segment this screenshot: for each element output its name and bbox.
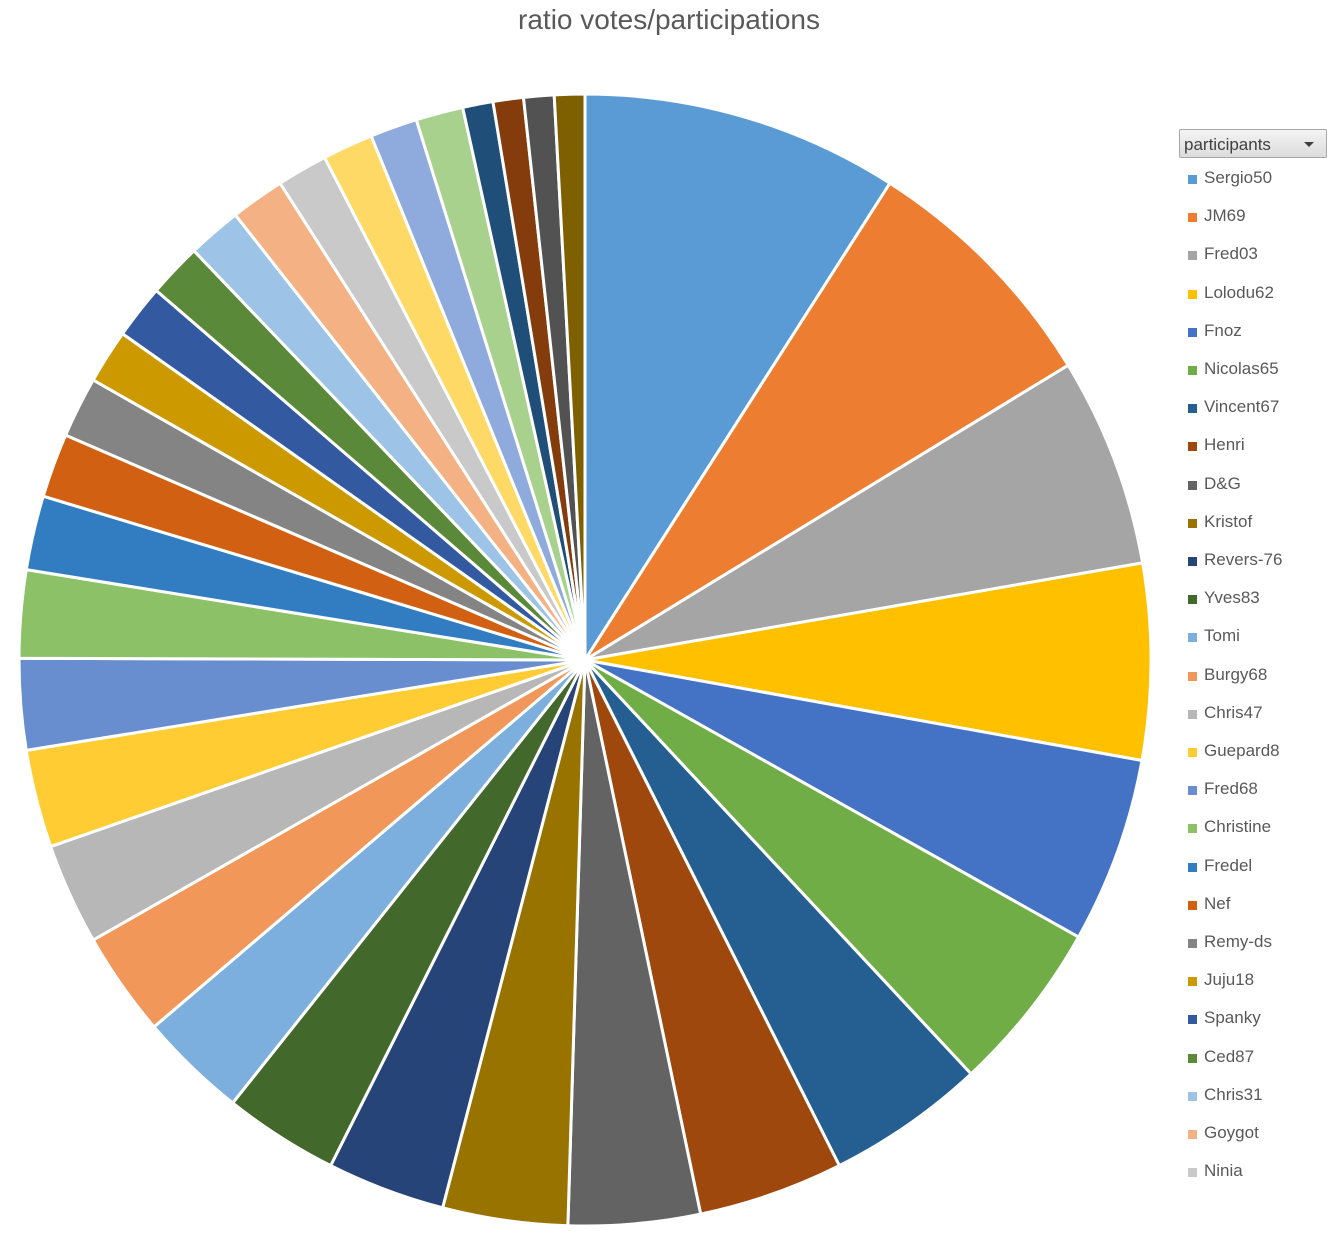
legend-item: Burgy68 bbox=[1188, 657, 1328, 695]
legend-item: Henri bbox=[1188, 427, 1328, 465]
legend-swatch bbox=[1188, 175, 1197, 184]
legend-item: Nicolas65 bbox=[1188, 351, 1328, 389]
legend-item: Revers-76 bbox=[1188, 542, 1328, 580]
legend-label: Remy-ds bbox=[1204, 932, 1273, 951]
pie-slice bbox=[583, 658, 973, 1168]
legend-item: Ced87 bbox=[1188, 1039, 1328, 1077]
legend-swatch bbox=[1188, 1130, 1197, 1139]
legend-label: Fnoz bbox=[1204, 320, 1242, 340]
legend-label: Fredel bbox=[1204, 855, 1253, 875]
legend-label: Spanky bbox=[1204, 1008, 1261, 1028]
legend-swatch bbox=[1188, 977, 1197, 987]
pie-slice bbox=[552, 92, 587, 662]
filter-label: participants bbox=[1184, 135, 1271, 154]
legend-label: Burgy68 bbox=[1204, 664, 1268, 684]
participants-filter-button[interactable]: participants bbox=[1179, 129, 1327, 158]
legend-item: Fred03 bbox=[1188, 236, 1328, 274]
legend-swatch bbox=[1188, 404, 1197, 414]
legend-item: Remy-ds bbox=[1188, 924, 1328, 962]
legend-item: Spanky bbox=[1188, 1000, 1328, 1038]
legend-item: Chris31 bbox=[1188, 1077, 1328, 1115]
legend-label: JM69 bbox=[1204, 206, 1246, 226]
legend-swatch bbox=[1188, 480, 1197, 490]
legend-label: Christine bbox=[1204, 817, 1272, 837]
legend-item: Guepard8 bbox=[1188, 733, 1328, 771]
legend-item: Sergio50 bbox=[1188, 160, 1328, 198]
legend-swatch bbox=[1188, 900, 1197, 910]
pie-slice bbox=[583, 658, 1144, 939]
legend-label: Fred68 bbox=[1204, 779, 1258, 799]
legend-item: JM69 bbox=[1188, 198, 1328, 236]
legend-label: Chris31 bbox=[1204, 1084, 1263, 1104]
legend-label: Guepard8 bbox=[1204, 741, 1280, 760]
legend-item: Yves83 bbox=[1188, 580, 1328, 618]
legend-item: Vincent67 bbox=[1188, 389, 1328, 427]
legend-swatch bbox=[1188, 518, 1197, 528]
legend-label: Sergio50 bbox=[1204, 168, 1273, 187]
legend-swatch bbox=[1188, 1168, 1197, 1178]
legend-item: Juju18 bbox=[1188, 962, 1328, 1000]
legend-item: Tomi bbox=[1188, 618, 1328, 656]
legend-item: Goygot bbox=[1188, 1115, 1328, 1153]
legend-item: Fnoz bbox=[1188, 313, 1328, 351]
legend-label: Kristof bbox=[1204, 511, 1253, 531]
legend-label: Yves83 bbox=[1204, 588, 1260, 608]
legend-swatch bbox=[1188, 595, 1197, 605]
legend-swatch bbox=[1188, 939, 1197, 948]
legend-swatch bbox=[1188, 1053, 1197, 1063]
pie-slice bbox=[583, 181, 1070, 662]
legend-item: Chris47 bbox=[1188, 695, 1328, 733]
pie-slice bbox=[583, 658, 1081, 1076]
legend-label: D&G bbox=[1204, 473, 1241, 493]
legend-swatch bbox=[1188, 709, 1197, 719]
legend-item: Ninia bbox=[1188, 1153, 1328, 1191]
chart-title: ratio votes/participations bbox=[518, 4, 820, 35]
legend-swatch bbox=[1188, 862, 1197, 872]
legend-label: Henri bbox=[1204, 435, 1245, 455]
pie-slice bbox=[583, 561, 1153, 763]
legend-label: Fred03 bbox=[1204, 244, 1258, 264]
legend-label: Nef bbox=[1204, 893, 1231, 913]
legend-swatch bbox=[1188, 633, 1197, 643]
chevron-down-icon[interactable] bbox=[1304, 142, 1314, 147]
legend-swatch bbox=[1188, 327, 1197, 337]
legend-swatch bbox=[1188, 1091, 1197, 1101]
legend-label: Juju18 bbox=[1204, 970, 1255, 990]
legend-swatch bbox=[1188, 251, 1197, 261]
pie-slice bbox=[583, 92, 892, 662]
legend-label: Nicolas65 bbox=[1204, 359, 1279, 378]
legend-swatch bbox=[1188, 671, 1197, 681]
legend-item: Kristof bbox=[1188, 504, 1328, 542]
legend-item: Fred68 bbox=[1188, 771, 1328, 809]
legend-item: Fredel bbox=[1188, 848, 1328, 886]
legend-swatch bbox=[1188, 1015, 1197, 1025]
legend-item: Christine bbox=[1188, 809, 1328, 847]
legend-label: Vincent67 bbox=[1204, 397, 1280, 417]
legend-label: Ced87 bbox=[1204, 1046, 1255, 1066]
legend-swatch bbox=[1188, 824, 1197, 834]
legend-swatch bbox=[1188, 786, 1197, 796]
legend-item: Nef bbox=[1188, 886, 1328, 924]
legend-label: Chris47 bbox=[1204, 702, 1263, 722]
legend-swatch bbox=[1188, 557, 1197, 566]
legend-swatch bbox=[1188, 366, 1197, 375]
legend-label: Lolodu62 bbox=[1204, 282, 1274, 302]
legend-swatch bbox=[1188, 748, 1197, 757]
legend-label: Revers-76 bbox=[1204, 550, 1283, 569]
legend-label: Tomi bbox=[1204, 626, 1240, 646]
legend-label: Ninia bbox=[1204, 1161, 1243, 1181]
pie-chart bbox=[17, 92, 1153, 1228]
legend-label: Goygot bbox=[1204, 1123, 1259, 1142]
legend-item: D&G bbox=[1188, 466, 1328, 504]
legend-swatch bbox=[1188, 289, 1197, 299]
legend-swatch bbox=[1188, 442, 1197, 452]
legend-item: Lolodu62 bbox=[1188, 275, 1328, 313]
legend-swatch bbox=[1188, 213, 1197, 223]
